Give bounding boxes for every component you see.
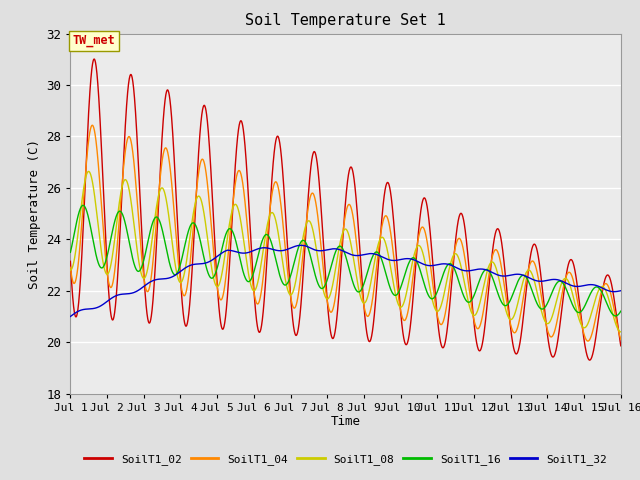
SoilT1_08	[617, 329, 625, 335]
SoilT1_04	[584, 338, 592, 344]
SoilT1_16	[469, 295, 477, 300]
SoilT1_32	[500, 273, 508, 279]
SoilT1_16	[617, 308, 625, 314]
SoilT1_32	[469, 267, 477, 273]
SoilT1_08	[469, 312, 477, 318]
SoilT1_16	[612, 313, 620, 319]
SoilT1_08	[166, 218, 173, 224]
SoilT1_02	[616, 340, 624, 346]
SoilT1_32	[297, 242, 305, 248]
Y-axis label: Soil Temperature (C): Soil Temperature (C)	[28, 139, 41, 288]
SoilT1_02	[469, 310, 477, 316]
SoilT1_16	[79, 203, 87, 208]
SoilT1_02	[617, 343, 625, 348]
SoilT1_02	[438, 345, 446, 350]
SoilT1_08	[84, 168, 92, 174]
X-axis label: Time: Time	[331, 415, 360, 429]
SoilT1_16	[166, 260, 173, 265]
SoilT1_32	[616, 288, 624, 294]
SoilT1_04	[500, 282, 508, 288]
SoilT1_32	[166, 275, 173, 281]
SoilT1_08	[500, 300, 508, 306]
SoilT1_04	[325, 306, 333, 312]
SoilT1_16	[500, 302, 508, 308]
SoilT1_16	[438, 274, 446, 279]
Line: SoilT1_08: SoilT1_08	[70, 171, 621, 332]
SoilT1_02	[325, 318, 333, 324]
SoilT1_02	[90, 56, 98, 62]
SoilT1_16	[325, 271, 333, 276]
Title: Soil Temperature Set 1: Soil Temperature Set 1	[245, 13, 446, 28]
SoilT1_02	[500, 261, 508, 266]
SoilT1_04	[617, 336, 625, 342]
SoilT1_02	[586, 357, 593, 363]
SoilT1_16	[616, 309, 624, 315]
SoilT1_04	[616, 335, 624, 341]
SoilT1_04	[88, 122, 96, 128]
SoilT1_32	[325, 247, 333, 252]
Legend: SoilT1_02, SoilT1_04, SoilT1_08, SoilT1_16, SoilT1_32: SoilT1_02, SoilT1_04, SoilT1_08, SoilT1_…	[80, 450, 611, 469]
Text: TW_met: TW_met	[72, 34, 115, 47]
SoilT1_32	[617, 288, 625, 294]
Line: SoilT1_16: SoilT1_16	[70, 205, 621, 316]
SoilT1_32	[67, 313, 74, 319]
SoilT1_08	[325, 294, 333, 300]
SoilT1_04	[67, 264, 74, 270]
SoilT1_04	[438, 320, 446, 326]
SoilT1_04	[166, 159, 173, 165]
SoilT1_02	[67, 258, 74, 264]
SoilT1_02	[166, 93, 173, 99]
SoilT1_04	[469, 312, 477, 318]
SoilT1_08	[438, 298, 446, 303]
Line: SoilT1_02: SoilT1_02	[70, 59, 621, 360]
SoilT1_16	[67, 250, 74, 255]
Line: SoilT1_32: SoilT1_32	[70, 245, 621, 316]
SoilT1_08	[67, 267, 74, 273]
Line: SoilT1_04: SoilT1_04	[70, 125, 621, 341]
SoilT1_32	[438, 261, 446, 267]
SoilT1_08	[616, 329, 624, 335]
